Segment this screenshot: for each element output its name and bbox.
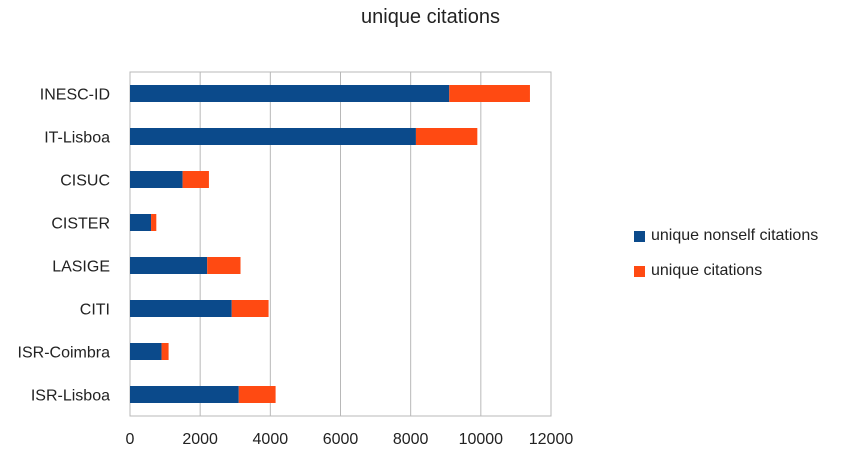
category-label: ISR-Coimbra xyxy=(18,345,111,362)
bar-segment-nonself xyxy=(130,343,162,360)
legend-swatch-nonself xyxy=(634,230,645,242)
category-labels: INESC-ID IT-Lisboa CISUC CISTER LASIGE CITI IS… xyxy=(18,87,111,405)
category-label: LASIGE xyxy=(52,259,110,276)
bars xyxy=(130,85,530,403)
gridlines xyxy=(129,71,552,417)
legend-item-nonself: unique nonself citations xyxy=(634,226,818,246)
category-label: CISUC xyxy=(60,173,110,190)
chart-title: unique citations xyxy=(361,6,500,28)
category-label: ISR-Lisboa xyxy=(31,388,110,405)
bar-segment-unique xyxy=(238,386,276,403)
bar-segment-unique xyxy=(151,214,157,231)
x-tick-label: 2000 xyxy=(182,431,218,448)
bar-segment-unique xyxy=(231,300,269,317)
category-label: CISTER xyxy=(51,216,110,233)
plot-area xyxy=(129,71,552,417)
bar-segment-unique xyxy=(182,171,209,188)
bar-segment-nonself xyxy=(130,85,450,102)
x-tick-label: 6000 xyxy=(323,431,359,448)
x-tick-label: 4000 xyxy=(253,431,289,448)
x-tick-labels: 0 2000 4000 6000 8000 10000 12000 xyxy=(126,431,574,448)
bar-segment-nonself xyxy=(130,257,208,274)
bar-segment-unique xyxy=(161,343,169,360)
x-tick-label: 10000 xyxy=(459,431,504,448)
legend-label-nonself: unique nonself citations xyxy=(651,227,819,244)
legend-item-unique: unique citations xyxy=(634,261,818,281)
legend-swatch-unique xyxy=(634,265,645,277)
x-tick-label: 0 xyxy=(126,431,135,448)
bar-segment-unique xyxy=(207,257,241,274)
bar-segment-unique xyxy=(449,85,530,102)
bar-segment-nonself xyxy=(130,214,152,231)
legend-label-unique: unique citations xyxy=(651,262,763,279)
bar-segment-nonself xyxy=(130,171,183,188)
x-tick-label: 8000 xyxy=(393,431,429,448)
category-label: INESC-ID xyxy=(40,87,110,104)
bar-segment-nonself xyxy=(130,300,232,317)
legend: unique nonself citations unique citation… xyxy=(634,226,818,296)
category-label: IT-Lisboa xyxy=(44,130,110,147)
bar-segment-nonself xyxy=(130,386,239,403)
bar-segment-unique xyxy=(415,128,478,145)
x-tick-label: 12000 xyxy=(529,431,574,448)
category-label: CITI xyxy=(80,302,110,319)
bar-segment-nonself xyxy=(130,128,416,145)
